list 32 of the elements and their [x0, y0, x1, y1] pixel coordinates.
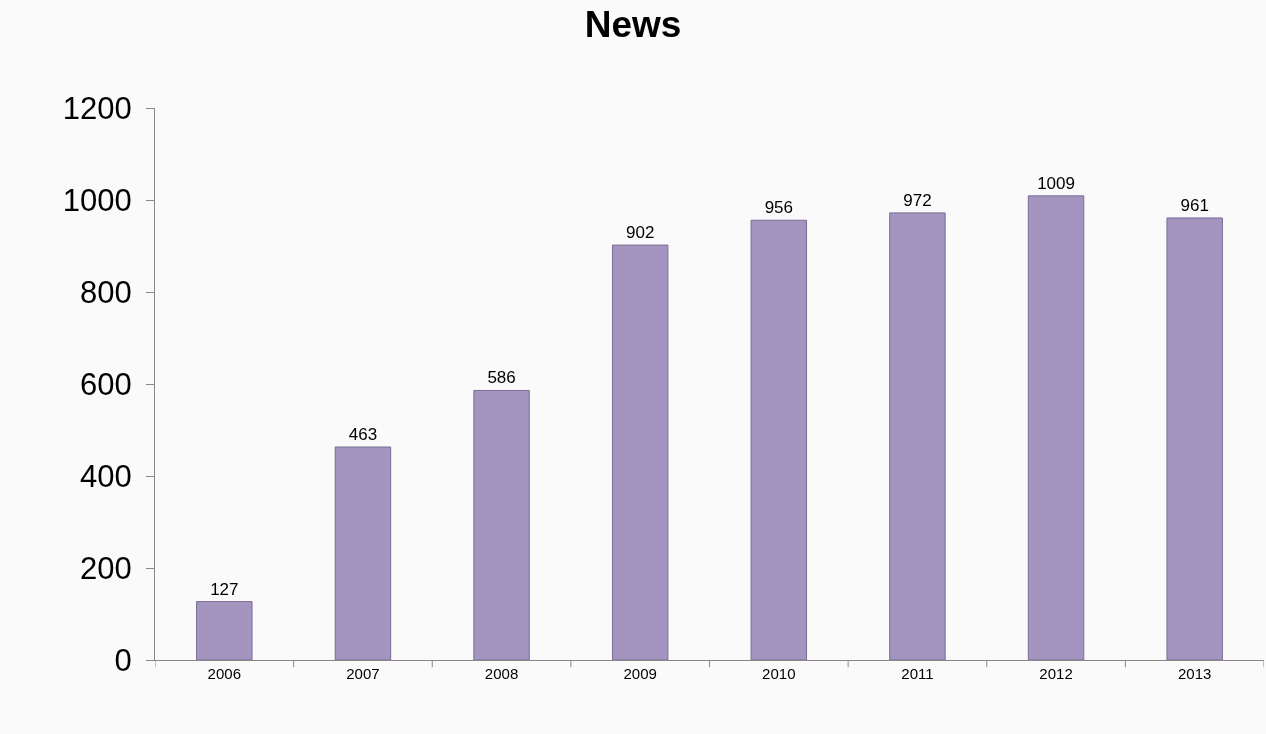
- bar: [750, 219, 808, 660]
- x-tick-label: 2011: [901, 665, 934, 682]
- x-tick-label: 2009: [623, 665, 657, 682]
- x-tick-label: 2008: [484, 665, 519, 682]
- x-tick-label: 2013: [1178, 665, 1212, 682]
- y-tick-label: 800: [80, 274, 132, 310]
- data-label: 463: [348, 425, 378, 445]
- data-label: 1009: [1037, 173, 1075, 193]
- x-tick-label: 2010: [762, 665, 796, 682]
- data-label: 127: [210, 579, 239, 599]
- y-tick-label: 1000: [62, 182, 132, 218]
- x-tick-label: 2012: [1039, 665, 1073, 682]
- bar: [473, 389, 530, 660]
- bar: [1166, 217, 1223, 660]
- bar: [334, 446, 392, 660]
- data-label: 902: [626, 223, 655, 243]
- y-tick-label: 600: [80, 366, 132, 402]
- data-label: 961: [1180, 195, 1209, 215]
- data-label: 956: [764, 198, 793, 218]
- chart-title: News: [584, 3, 682, 45]
- y-tick-label: 400: [80, 458, 132, 494]
- bar: [611, 244, 669, 660]
- y-tick-label: 0: [114, 642, 132, 678]
- x-tick-label: 2006: [207, 665, 241, 682]
- data-label: 972: [903, 190, 932, 210]
- bar: [196, 601, 253, 660]
- x-tick-label: 2007: [346, 665, 380, 682]
- bar: [1027, 195, 1085, 660]
- y-tick-label: 1200: [62, 90, 132, 126]
- data-label: 586: [487, 368, 516, 388]
- y-tick-label: 200: [80, 550, 132, 586]
- bar: [889, 212, 946, 660]
